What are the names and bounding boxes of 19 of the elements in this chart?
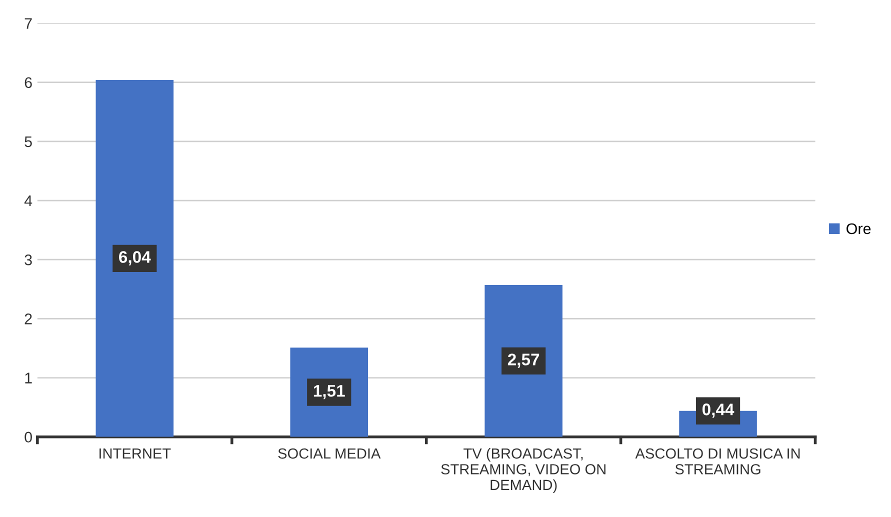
y-tick-label: 6 bbox=[24, 77, 32, 88]
y-tick-label: 3 bbox=[24, 254, 32, 266]
x-tick-label: SOCIAL MEDIA bbox=[278, 448, 381, 459]
data-label: 6,04 bbox=[119, 251, 151, 266]
y-tick-label: 5 bbox=[24, 136, 32, 148]
data-label: 2,57 bbox=[508, 354, 540, 368]
y-tick-label: 0 bbox=[24, 432, 32, 443]
y-tick-label: 7 bbox=[24, 18, 32, 29]
data-label: 1,51 bbox=[314, 385, 345, 400]
x-tick-label: ASCOLTO DI MUSICA IN STREAMING bbox=[635, 448, 800, 474]
x-tick-label: INTERNET bbox=[100, 448, 171, 459]
x-tick-label: TV (BROADCAST, STREAMING, VIDEO ON DEMAND) bbox=[441, 448, 606, 493]
data-label: 0,44 bbox=[702, 404, 734, 418]
bar bbox=[96, 80, 174, 437]
bar bbox=[484, 285, 562, 437]
legend-label: Ore bbox=[846, 223, 871, 234]
y-tick-label: 4 bbox=[24, 196, 32, 206]
y-tick-label: 1 bbox=[25, 372, 32, 384]
y-tick-label: 2 bbox=[24, 314, 32, 324]
